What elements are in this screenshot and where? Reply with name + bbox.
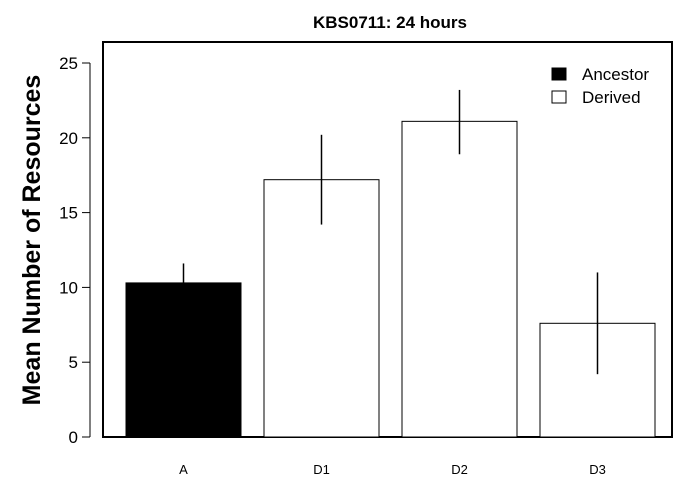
legend: Ancestor Derived (551, 65, 649, 107)
x-tick-label: D1 (313, 462, 330, 477)
plot-frame (102, 41, 673, 438)
chart-title: KBS0711: 24 hours (313, 13, 467, 32)
bar-a (125, 282, 242, 438)
bar-d2 (401, 120, 518, 438)
y-tick-label: 20 (59, 129, 78, 148)
bars (125, 120, 656, 438)
y-tick-label: 10 (59, 278, 78, 297)
legend-label-derived: Derived (582, 88, 641, 107)
x-tick-label: D2 (451, 462, 468, 477)
y-tick-label: 25 (59, 54, 78, 73)
y-axis: 0 5 10 15 20 25 (59, 54, 91, 447)
legend-swatch-ancestor (551, 67, 567, 81)
error-bars (182, 89, 599, 375)
x-axis-tick-labels: A D1 D2 D3 (179, 462, 606, 477)
legend-swatch-derived (551, 90, 567, 104)
y-axis-label: Mean Number of Resources (18, 75, 46, 406)
x-tick-label: D3 (589, 462, 606, 477)
legend-label-ancestor: Ancestor (582, 65, 649, 84)
x-tick-label: A (179, 462, 188, 477)
y-tick-label: 0 (69, 428, 78, 447)
y-tick-label: 15 (59, 204, 78, 223)
y-tick-label: 5 (69, 353, 78, 372)
